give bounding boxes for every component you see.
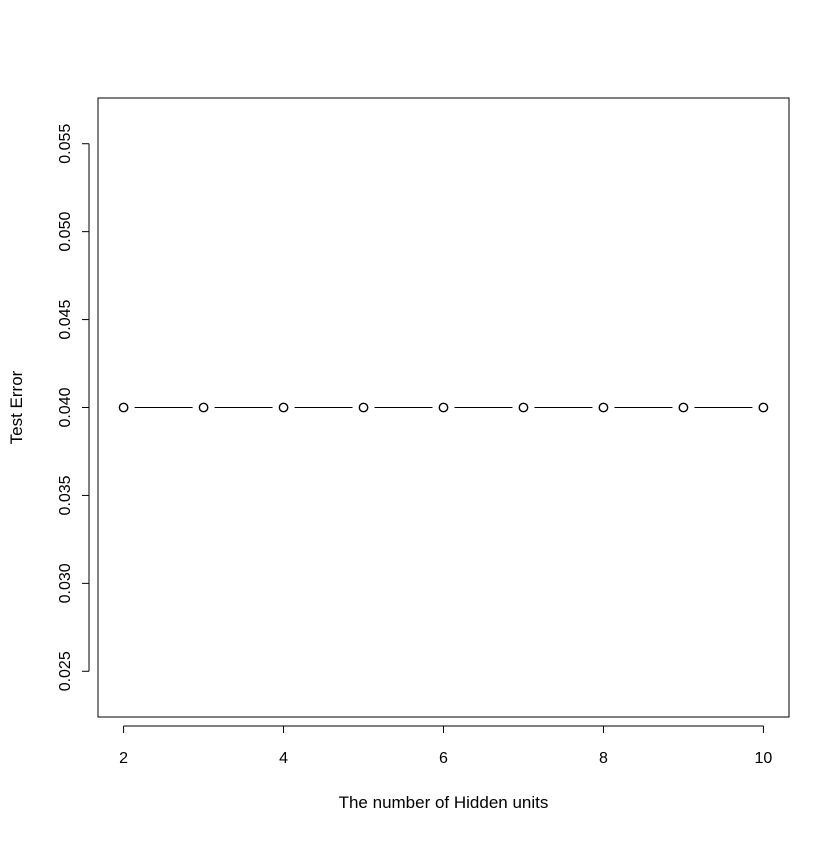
- y-tick-label: 0.050: [57, 212, 74, 252]
- data-point: [198, 402, 209, 413]
- y-axis-label: Test Error: [7, 370, 26, 444]
- x-axis-label: The number of Hidden units: [339, 793, 549, 812]
- x-tick-label: 8: [599, 750, 608, 767]
- y-tick-label: 0.035: [57, 475, 74, 515]
- x-tick-label: 2: [119, 750, 128, 767]
- x-tick-label: 4: [279, 750, 288, 767]
- y-axis: 0.025 0.030 0.035 0.040 0.045 0.050 0.055: [57, 124, 90, 691]
- y-tick-label: 0.025: [57, 651, 74, 691]
- data-points-layer: [118, 402, 769, 413]
- data-point: [678, 402, 689, 413]
- data-point: [758, 402, 769, 413]
- data-point: [438, 402, 449, 413]
- x-tick-label: 10: [755, 750, 773, 767]
- y-tick-label: 0.055: [57, 124, 74, 164]
- data-point: [598, 402, 609, 413]
- y-tick-label: 0.045: [57, 299, 74, 339]
- x-tick-label: 6: [439, 750, 448, 767]
- data-point: [518, 402, 529, 413]
- data-point: [278, 402, 289, 413]
- data-point: [358, 402, 369, 413]
- plot-frame: [97, 97, 790, 718]
- y-tick-label: 0.030: [57, 563, 74, 603]
- x-axis: 2 4 6 8 10: [119, 725, 773, 767]
- data-point: [118, 402, 129, 413]
- y-tick-label: 0.040: [57, 387, 74, 427]
